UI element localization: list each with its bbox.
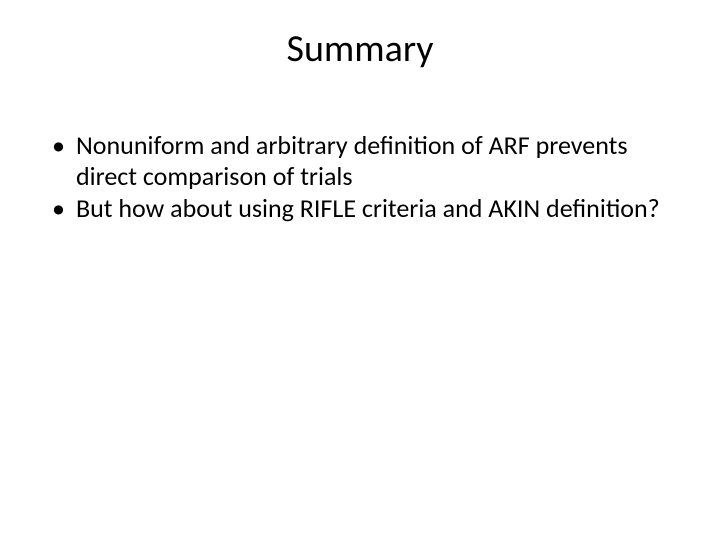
bullet-text: Nonuniform and arbitrary definition of A…: [76, 129, 628, 192]
slide-container: Summary Nonuniform and arbitrary definit…: [0, 0, 720, 540]
bullet-text: But how about using RIFLE criteria and A…: [76, 192, 660, 224]
slide-title: Summary: [50, 26, 670, 72]
list-item: But how about using RIFLE criteria and A…: [76, 193, 670, 224]
bullet-list: Nonuniform and arbitrary definition of A…: [50, 130, 670, 224]
list-item: Nonuniform and arbitrary definition of A…: [76, 130, 670, 191]
